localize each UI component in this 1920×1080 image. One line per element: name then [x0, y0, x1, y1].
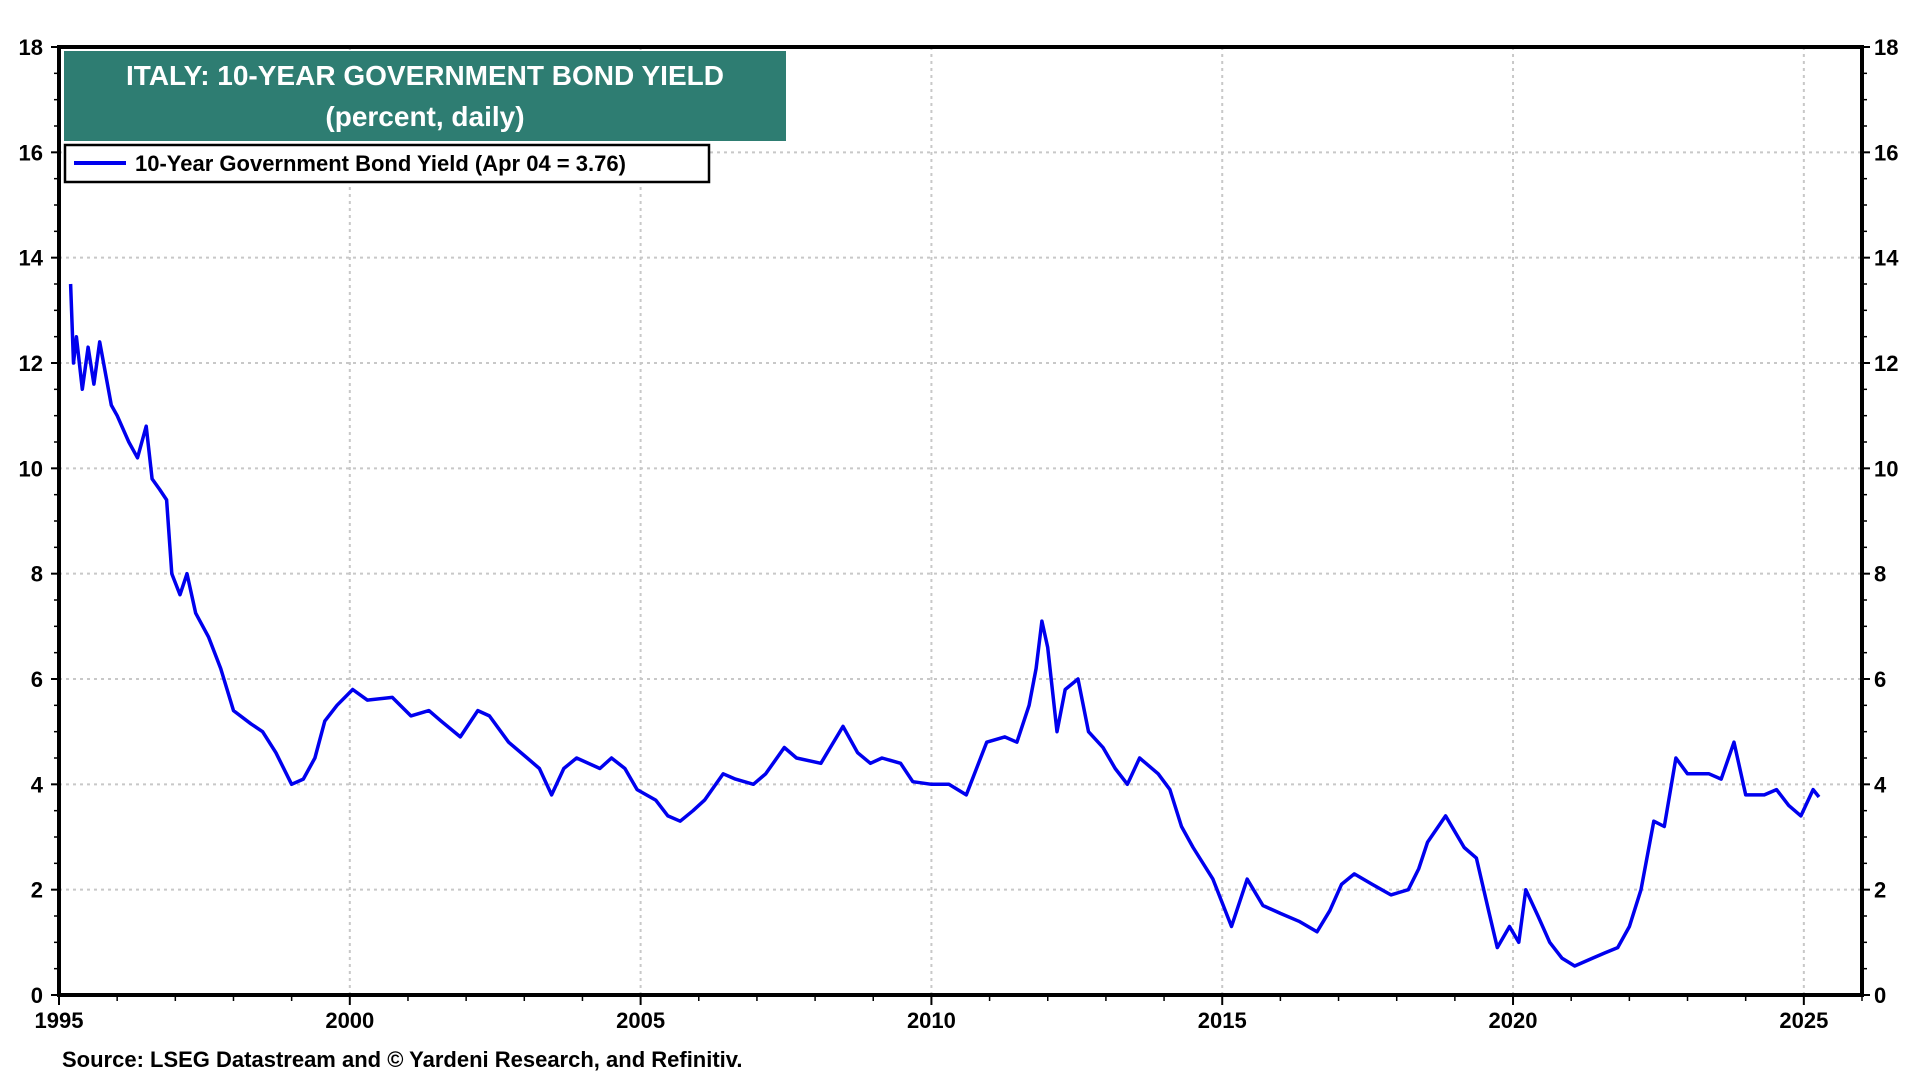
axis-ticks: 0 0 2 2 4 4 6 6 8 8 10 10 12 12 14 14 16 16 18 18 1995 2000 20… — [19, 35, 1900, 1033]
y-tick-label-right: 4 — [1874, 772, 1887, 797]
y-tick-label-left: 18 — [19, 35, 43, 60]
y-tick-label-right: 18 — [1874, 35, 1898, 60]
legend: 10-Year Government Bond Yield (Apr 04 = … — [63, 143, 711, 184]
y-tick-label-left: 4 — [31, 772, 44, 797]
chart-subtitle: (percent, daily) — [325, 101, 524, 132]
gridlines — [59, 47, 1862, 995]
y-tick-label-right: 14 — [1874, 246, 1899, 271]
x-tick-label: 2005 — [616, 1008, 665, 1033]
y-tick-label-left: 0 — [31, 983, 43, 1008]
x-tick-label: 2015 — [1198, 1008, 1247, 1033]
x-tick-label: 1995 — [35, 1008, 84, 1033]
series-line-italy-10y-yield — [68, 283, 1821, 968]
plot-frame — [57, 45, 1864, 997]
y-tick-label-left: 2 — [31, 878, 43, 903]
y-tick-label-right: 2 — [1874, 878, 1886, 903]
y-tick-label-left: 8 — [31, 562, 43, 587]
legend-box — [63, 143, 711, 184]
y-tick-label-right: 8 — [1874, 562, 1886, 587]
y-tick-label-left: 10 — [19, 456, 43, 481]
x-tick-label: 2020 — [1489, 1008, 1538, 1033]
y-tick-label-right: 10 — [1874, 456, 1898, 481]
y-tick-label-right: 12 — [1874, 351, 1898, 376]
y-tick-label-left: 12 — [19, 351, 43, 376]
x-tick-label: 2010 — [907, 1008, 956, 1033]
y-tick-label-right: 0 — [1874, 983, 1886, 1008]
legend-label: 10-Year Government Bond Yield (Apr 04 = … — [135, 151, 626, 176]
y-tick-label-right: 16 — [1874, 140, 1898, 165]
title-background — [64, 51, 786, 141]
y-tick-label-left: 6 — [31, 667, 43, 692]
chart-title: ITALY: 10-YEAR GOVERNMENT BOND YIELD — [126, 60, 724, 91]
y-tick-label-left: 14 — [19, 246, 44, 271]
y-tick-label-right: 6 — [1874, 667, 1886, 692]
source-note: Source: LSEG Datastream and © Yardeni Re… — [62, 1047, 743, 1072]
x-tick-label: 2025 — [1779, 1008, 1828, 1033]
y-tick-label-left: 16 — [19, 140, 43, 165]
title-box: ITALY: 10-YEAR GOVERNMENT BOND YIELD (pe… — [64, 51, 786, 141]
x-tick-label: 2000 — [325, 1008, 374, 1033]
